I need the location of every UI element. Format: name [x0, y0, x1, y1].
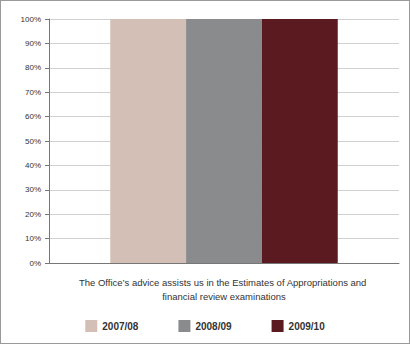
svg-text:financial review examinations: financial review examinations — [162, 291, 286, 302]
svg-text:60%: 60% — [25, 112, 41, 121]
svg-text:40%: 40% — [25, 161, 41, 170]
svg-text:80%: 80% — [25, 63, 41, 72]
svg-text:The Office’s advice assists us: The Office’s advice assists us in the Es… — [79, 277, 369, 288]
svg-text:10%: 10% — [25, 234, 41, 243]
svg-text:2009/10: 2009/10 — [289, 321, 326, 332]
svg-text:20%: 20% — [25, 210, 41, 219]
svg-text:70%: 70% — [25, 88, 41, 97]
svg-text:100%: 100% — [21, 15, 41, 24]
svg-text:2008/09: 2008/09 — [195, 321, 232, 332]
svg-text:50%: 50% — [25, 137, 41, 146]
svg-text:0%: 0% — [29, 259, 41, 268]
svg-text:2007/08: 2007/08 — [102, 321, 139, 332]
svg-text:90%: 90% — [25, 39, 41, 48]
svg-text:30%: 30% — [25, 185, 41, 194]
